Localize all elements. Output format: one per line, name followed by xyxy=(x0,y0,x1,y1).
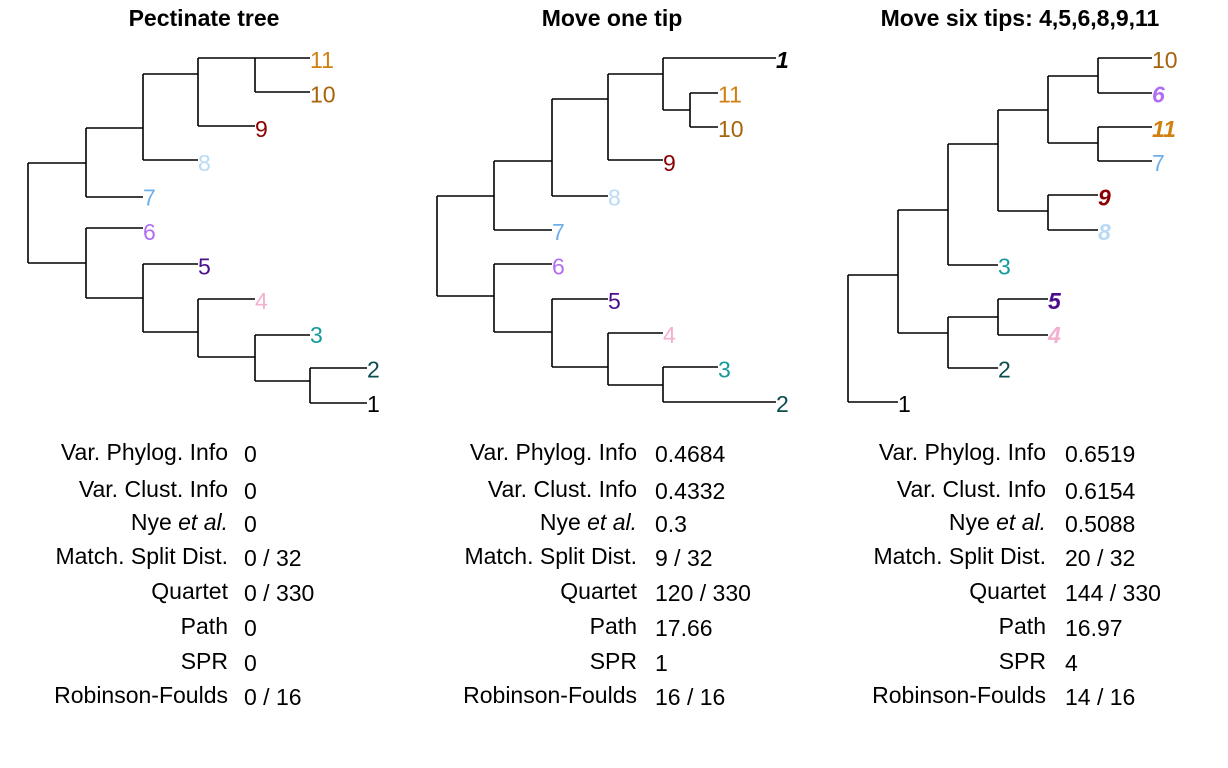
metric-value: 16 / 16 xyxy=(655,684,725,710)
tip-label-2: 2 xyxy=(998,357,1011,383)
metric-label: Robinson-Foulds xyxy=(463,682,637,708)
metric-value: 0 / 16 xyxy=(244,684,302,710)
metric-value: 0.5088 xyxy=(1065,511,1135,537)
tip-label-1: 1 xyxy=(898,391,911,417)
panel-title: Move one tip xyxy=(542,5,683,31)
tip-label-3: 3 xyxy=(310,322,323,348)
metric-value: 1 xyxy=(655,650,668,676)
metric-label: Quartet xyxy=(969,578,1046,604)
metric-value: 20 / 32 xyxy=(1065,545,1135,571)
metric-label: SPR xyxy=(999,648,1046,674)
tip-label-4: 4 xyxy=(1047,322,1061,348)
metric-label: Nye et al. xyxy=(540,509,637,535)
tip-label-3: 3 xyxy=(998,253,1011,279)
tip-label-1: 1 xyxy=(367,391,380,417)
metric-label: Path xyxy=(999,613,1046,639)
tip-label-9: 9 xyxy=(1098,185,1111,211)
tip-label-4: 4 xyxy=(663,322,676,348)
tip-label-9: 9 xyxy=(255,116,268,142)
tip-label-10: 10 xyxy=(1152,47,1178,73)
tip-label-7: 7 xyxy=(143,185,156,211)
panel-1: Pectinate tree 11 10 9 8 7 6 5 4 3 2 1 Var. Phylog. … xyxy=(27,5,380,710)
metric-value: 0.3 xyxy=(655,511,687,537)
metric-label: Nye et al. xyxy=(131,509,228,535)
panel-title: Pectinate tree xyxy=(129,5,280,31)
metric-value: 4 xyxy=(1065,650,1078,676)
metric-label: Path xyxy=(181,613,228,639)
metric-value: 0.4684 xyxy=(655,441,726,467)
tip-label-11: 11 xyxy=(718,81,742,107)
metric-label: Match. Split Dist. xyxy=(464,543,637,569)
metric-label: Path xyxy=(590,613,637,639)
metric-value: 144 / 330 xyxy=(1065,580,1161,606)
tip-label-5: 5 xyxy=(608,288,621,314)
metric-value: 0 / 330 xyxy=(244,580,314,606)
metric-value: 120 / 330 xyxy=(655,580,751,606)
tree xyxy=(847,57,1152,403)
tip-label-6: 6 xyxy=(1152,81,1165,107)
panel-title: Move six tips: 4,5,6,8,9,11 xyxy=(881,5,1160,31)
metric-value: 0 xyxy=(244,441,257,467)
tip-label-5: 5 xyxy=(198,253,211,279)
metric-label: Match. Split Dist. xyxy=(873,543,1046,569)
tip-label-7: 7 xyxy=(1152,150,1165,176)
metric-label: Robinson-Foulds xyxy=(54,682,228,708)
metric-label: Var. Phylog. Info xyxy=(879,439,1046,465)
metric-value: 16.97 xyxy=(1065,615,1123,641)
tip-label-9: 9 xyxy=(663,150,676,176)
metric-label: Nye et al. xyxy=(949,509,1046,535)
tip-label-3: 3 xyxy=(718,357,731,383)
metric-label: SPR xyxy=(181,648,228,674)
tip-label-5: 5 xyxy=(1048,288,1062,314)
tip-label-8: 8 xyxy=(198,150,211,176)
tip-label-10: 10 xyxy=(718,116,744,142)
metric-value: 17.66 xyxy=(655,615,713,641)
tree xyxy=(436,57,776,403)
tip-label-7: 7 xyxy=(552,219,565,245)
metric-label: Robinson-Foulds xyxy=(872,682,1046,708)
metric-label: SPR xyxy=(590,648,637,674)
tip-label-6: 6 xyxy=(552,253,565,279)
metric-value: 0 xyxy=(244,650,257,676)
metric-value: 0 xyxy=(244,511,257,537)
metric-value: 0.6154 xyxy=(1065,478,1136,504)
metric-value: 0 xyxy=(244,615,257,641)
tip-label-2: 2 xyxy=(776,391,789,417)
tip-label-2: 2 xyxy=(367,357,380,383)
metric-value: 9 / 32 xyxy=(655,545,713,571)
metric-label: Quartet xyxy=(560,578,637,604)
tip-label-8: 8 xyxy=(1098,219,1111,245)
metric-label: Var. Clust. Info xyxy=(897,476,1046,502)
metric-label: Var. Phylog. Info xyxy=(470,439,637,465)
tip-label-10: 10 xyxy=(310,81,336,107)
tip-label-11: 11 xyxy=(1152,116,1176,142)
metric-value: 0 / 32 xyxy=(244,545,302,571)
tip-label-1: 1 xyxy=(776,47,789,73)
metric-value: 0 xyxy=(244,478,257,504)
tip-label-11: 11 xyxy=(310,47,334,73)
tip-label-8: 8 xyxy=(608,185,621,211)
tree xyxy=(27,57,367,404)
metric-value: 0.6519 xyxy=(1065,441,1135,467)
metric-value: 14 / 16 xyxy=(1065,684,1135,710)
panel-3: Move six tips: 4,5,6,8,9,11 10 6 11 7 9 8 3 5 4 2 1… xyxy=(847,5,1178,710)
metric-label: Match. Split Dist. xyxy=(55,543,228,569)
tip-label-6: 6 xyxy=(143,219,156,245)
metric-label: Var. Clust. Info xyxy=(79,476,228,502)
metric-label: Var. Clust. Info xyxy=(488,476,637,502)
metric-label: Var. Phylog. Info xyxy=(61,439,228,465)
metric-label: Quartet xyxy=(151,578,228,604)
tip-label-4: 4 xyxy=(255,288,268,314)
metric-value: 0.4332 xyxy=(655,478,725,504)
